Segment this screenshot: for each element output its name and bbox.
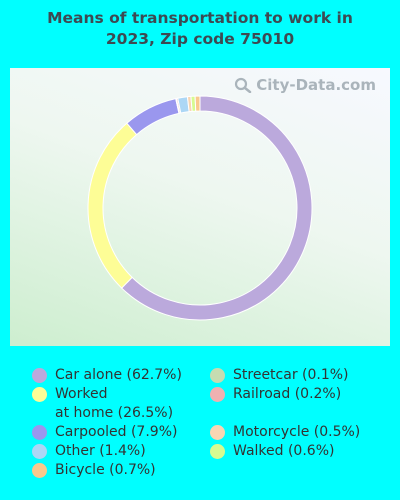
legend-item: Walked (0.6%) [210, 442, 360, 461]
legend-label: Streetcar (0.1%) [233, 367, 349, 383]
chart-title-line1: Means of transportation to work in [47, 9, 353, 27]
donut-slice-worked-at-home [87, 122, 138, 289]
chart-title: Means of transportation to work in 2023,… [0, 8, 400, 50]
legend-label: Car alone (62.7%) [55, 367, 182, 383]
legend-item: Car alone (62.7%) [32, 366, 182, 385]
legend-item: Motorcycle (0.5%) [210, 423, 360, 442]
legend-swatch [210, 387, 225, 402]
legend-item [210, 404, 360, 423]
legend-item: Bicycle (0.7%) [32, 461, 182, 480]
legend-swatch [210, 368, 225, 383]
magnifier-icon [235, 77, 252, 93]
chart-panel: City-Data.com [10, 68, 390, 346]
legend-item: Worked at home (26.5%) [32, 385, 182, 422]
donut-slice-bicycle [194, 95, 201, 112]
watermark-text: City-Data.com [256, 76, 376, 94]
legend-swatch [210, 425, 225, 440]
legend-label: Worked at home (26.5%) [55, 386, 174, 421]
legend-column-2: Streetcar (0.1%) Railroad (0.2%) Motorcycl… [210, 366, 360, 461]
legend-swatch [32, 462, 47, 478]
legend-item: Other (1.4%) [32, 442, 182, 461]
watermark: City-Data.com [233, 76, 376, 94]
donut-slice-carpooled [126, 98, 180, 136]
chart-title-line2: 2023, Zip code 75010 [105, 30, 295, 48]
legend-label: Carpooled (7.9%) [55, 423, 178, 440]
legend-item: Carpooled (7.9%) [32, 423, 182, 442]
legend-swatch [32, 443, 47, 459]
legend-item: Railroad (0.2%) [210, 385, 360, 404]
legend-swatch [32, 368, 47, 383]
donut-chart [87, 95, 313, 321]
legend-label: Railroad (0.2%) [233, 386, 342, 402]
legend-label: Bicycle (0.7%) [55, 461, 156, 478]
legend-swatch [32, 424, 47, 440]
legend-label: Walked (0.6%) [233, 443, 335, 459]
legend-label: Motorcycle (0.5%) [233, 424, 361, 440]
donut-slice-car-alone [120, 95, 313, 321]
legend-label: Other (1.4%) [55, 442, 146, 459]
legend-item: Streetcar (0.1%) [210, 366, 360, 385]
legend-column-1: Car alone (62.7%) Worked at home (26.5%) C… [32, 366, 182, 480]
legend-swatch [210, 444, 225, 459]
legend-swatch [32, 387, 47, 402]
